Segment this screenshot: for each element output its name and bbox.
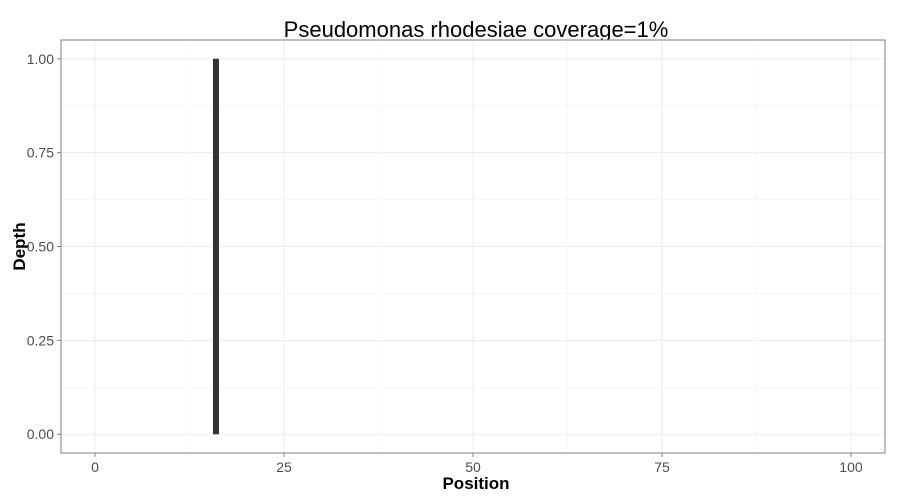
x-tick-label: 50 (465, 459, 481, 475)
x-tick-label: 0 (91, 459, 99, 475)
plot-area (60, 39, 886, 454)
y-tick-label: 0.50 (27, 239, 54, 255)
x-tick-label: 75 (654, 459, 670, 475)
y-tick-label: 1.00 (27, 51, 54, 67)
y-axis: 0.00 0.25 0.50 0.75 1.00 (27, 51, 61, 442)
y-tick-label: 0.25 (27, 332, 54, 348)
y-tick-label: 0.75 (27, 145, 54, 161)
y-axis-label: Depth (10, 222, 29, 270)
x-axis: 0 25 50 75 100 (91, 453, 863, 475)
x-tick-label: 100 (839, 459, 863, 475)
x-tick-label: 25 (276, 459, 292, 475)
y-tick-label: 0.00 (27, 426, 54, 442)
x-axis-label: Position (442, 474, 509, 493)
chart-title: Pseudomonas rhodesiae coverage=1% (284, 17, 669, 42)
gridlines (61, 40, 885, 453)
